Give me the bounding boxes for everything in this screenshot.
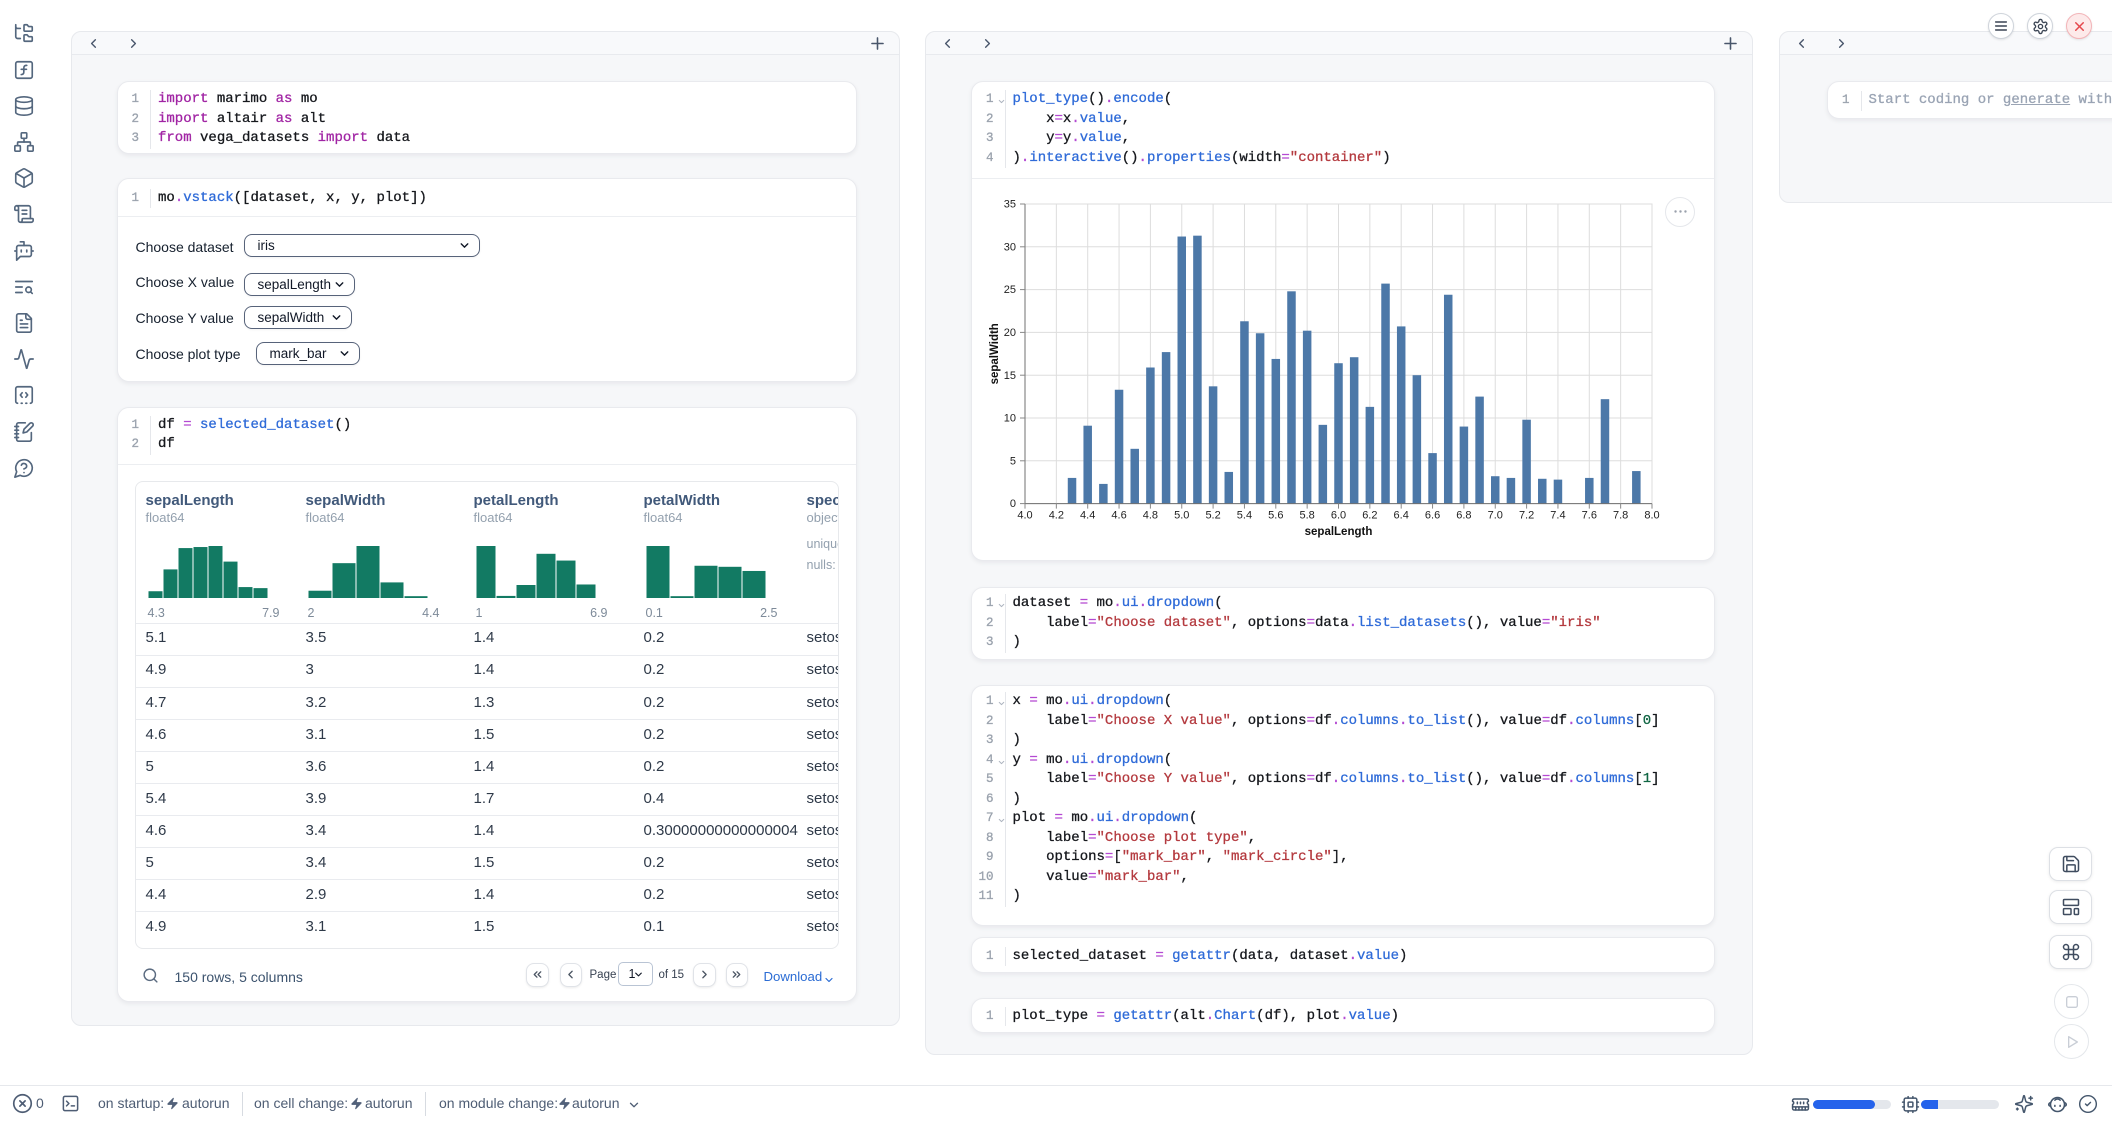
- svg-text:8.0: 8.0: [1644, 510, 1659, 522]
- svg-text:4.0: 4.0: [1017, 510, 1032, 522]
- svg-text:6.0: 6.0: [1331, 510, 1346, 522]
- svg-text:30: 30: [1004, 241, 1016, 253]
- svg-text:6.2: 6.2: [1362, 510, 1377, 522]
- svg-text:4.8: 4.8: [1143, 510, 1158, 522]
- svg-text:5.2: 5.2: [1205, 510, 1220, 522]
- svg-text:4.4: 4.4: [1080, 510, 1095, 522]
- svg-text:4.2: 4.2: [1049, 510, 1064, 522]
- svg-text:7.2: 7.2: [1519, 510, 1534, 522]
- svg-text:20: 20: [1004, 327, 1016, 339]
- svg-text:15: 15: [1004, 370, 1016, 382]
- svg-text:7.4: 7.4: [1550, 510, 1565, 522]
- svg-text:7.8: 7.8: [1613, 510, 1628, 522]
- svg-text:6.6: 6.6: [1425, 510, 1440, 522]
- svg-text:5.6: 5.6: [1268, 510, 1283, 522]
- svg-text:sepalWidth: sepalWidth: [989, 323, 1001, 384]
- svg-text:10: 10: [1004, 413, 1016, 425]
- svg-text:7.0: 7.0: [1488, 510, 1503, 522]
- svg-text:6.8: 6.8: [1456, 510, 1471, 522]
- svg-text:5.8: 5.8: [1300, 510, 1315, 522]
- svg-text:5.4: 5.4: [1237, 510, 1252, 522]
- svg-text:6.4: 6.4: [1394, 510, 1409, 522]
- svg-text:sepalLength: sepalLength: [1305, 526, 1373, 538]
- svg-text:0: 0: [1010, 498, 1016, 510]
- svg-text:7.6: 7.6: [1582, 510, 1597, 522]
- svg-text:35: 35: [1004, 199, 1016, 211]
- svg-text:5: 5: [1010, 455, 1016, 467]
- svg-text:4.6: 4.6: [1111, 510, 1126, 522]
- svg-text:5.0: 5.0: [1174, 510, 1189, 522]
- svg-text:25: 25: [1004, 284, 1016, 296]
